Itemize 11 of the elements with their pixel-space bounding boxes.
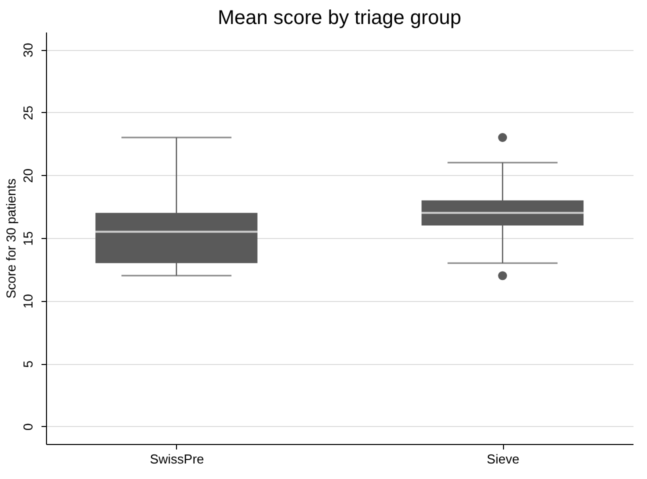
y-tick-label: 5: [20, 360, 36, 368]
y-axis-title: Score for 30 patients: [4, 178, 18, 298]
y-tick-label: 10: [20, 294, 36, 309]
y-tick-label: 25: [20, 106, 36, 120]
chart-title: Mean score by triage group: [218, 7, 462, 29]
y-tick-label: 0: [20, 423, 36, 431]
y-tick-label: 15: [20, 231, 36, 246]
x-tick-label: SwissPre: [150, 452, 204, 466]
x-tick-label: Sieve: [486, 452, 520, 466]
y-tick-label: 20: [20, 168, 36, 183]
y-tick-label: 30: [20, 42, 36, 58]
